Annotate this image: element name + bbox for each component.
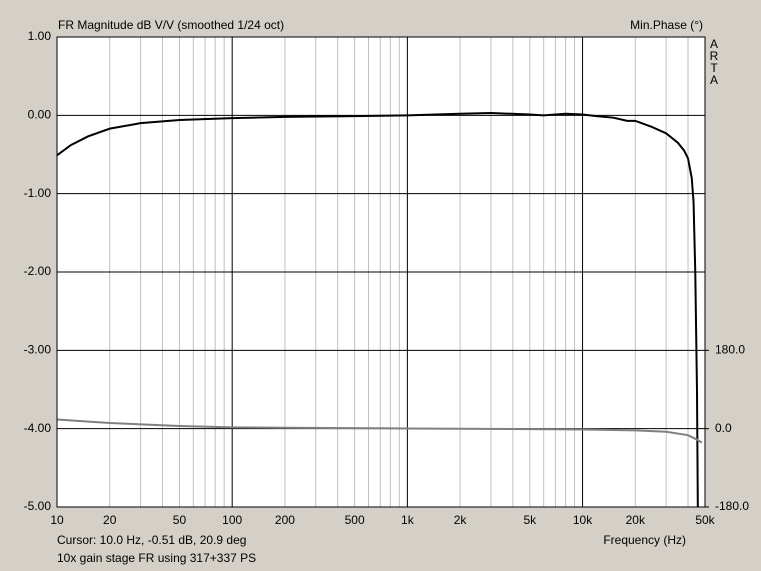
y2-tick-label: 0.0 [715, 421, 732, 435]
x-tick-label: 1k [401, 513, 415, 527]
x-tick-label: 20k [626, 513, 646, 527]
cursor-readout: Cursor: 10.0 Hz, -0.51 dB, 20.9 deg [57, 533, 246, 547]
x-axis-title: Frequency (Hz) [603, 533, 686, 547]
x-tick-label: 20 [103, 513, 117, 527]
y-tick-label: -2.00 [24, 264, 52, 278]
y2-title: Min.Phase (°) [630, 18, 703, 32]
x-tick-label: 100 [222, 513, 242, 527]
y-tick-label: -5.00 [24, 499, 52, 513]
chart-title: FR Magnitude dB V/V (smoothed 1/24 oct) [58, 18, 284, 32]
y-tick-label: 1.00 [28, 29, 52, 43]
note: 10x gain stage FR using 317+337 PS [57, 551, 256, 565]
x-tick-label: 5k [523, 513, 537, 527]
y-tick-label: -1.00 [24, 186, 52, 200]
plot-frame [56, 36, 706, 508]
y2-tick-label: 180.0 [715, 343, 745, 357]
series-line [56, 111, 699, 508]
y-tick-label: 0.00 [28, 108, 52, 122]
y2-tick-label: -180.0 [715, 499, 749, 513]
x-tick-label: 50k [695, 513, 715, 527]
x-tick-label: 10 [50, 513, 64, 527]
brand: ARTA [709, 37, 719, 87]
x-tick-label: 10k [573, 513, 593, 527]
y-tick-label: -4.00 [24, 421, 52, 435]
y-tick-label: -3.00 [24, 343, 52, 357]
x-tick-label: 200 [275, 513, 295, 527]
x-tick-label: 2k [454, 513, 468, 527]
x-tick-label: 50 [173, 513, 187, 527]
x-tick-label: 500 [345, 513, 365, 527]
series-line [56, 418, 703, 444]
